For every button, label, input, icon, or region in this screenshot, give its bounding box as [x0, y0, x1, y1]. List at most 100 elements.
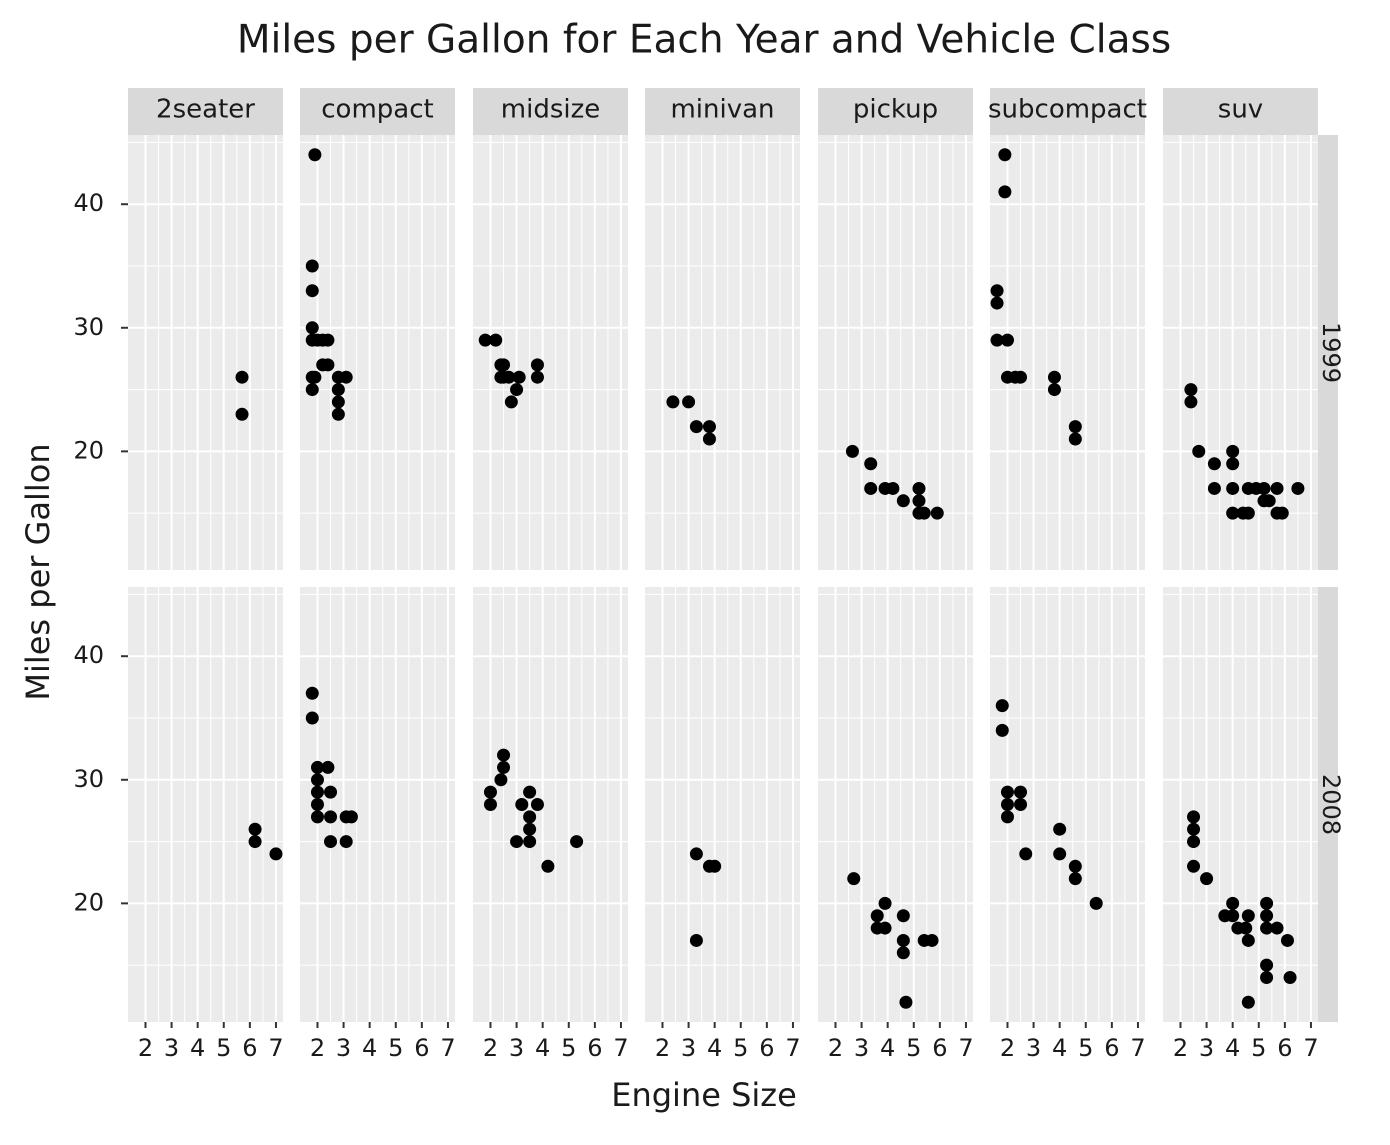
- point: [324, 810, 338, 824]
- point: [998, 148, 1012, 162]
- x-tick-label: 5: [733, 1034, 748, 1062]
- point: [235, 370, 249, 384]
- point: [1226, 506, 1240, 520]
- point: [497, 358, 511, 372]
- point: [530, 370, 544, 384]
- strip: [818, 88, 973, 135]
- point: [896, 494, 910, 508]
- point: [666, 395, 680, 409]
- point: [1047, 383, 1061, 397]
- x-tick-label: 5: [388, 1034, 403, 1062]
- point: [494, 773, 508, 787]
- point: [1187, 810, 1201, 824]
- strip-label: subcompact: [988, 95, 1147, 125]
- point: [497, 370, 511, 384]
- point: [310, 773, 324, 787]
- point: [702, 420, 716, 434]
- panel-background: [300, 587, 455, 1022]
- point: [990, 296, 1004, 310]
- panel-background: [128, 135, 283, 570]
- point: [308, 148, 322, 162]
- point: [515, 798, 529, 811]
- x-tick-label: 7: [1130, 1034, 1145, 1062]
- point: [523, 810, 537, 824]
- x-tick-label: 3: [1026, 1034, 1041, 1062]
- point: [305, 383, 319, 397]
- panel-background: [1163, 135, 1318, 570]
- point: [1260, 896, 1274, 910]
- point: [305, 284, 319, 298]
- point: [1000, 810, 1014, 824]
- point: [235, 407, 249, 421]
- x-tick-label: 3: [509, 1034, 524, 1062]
- point: [269, 847, 283, 861]
- point: [1184, 395, 1198, 409]
- point: [1270, 921, 1284, 935]
- strip: [1163, 88, 1318, 135]
- point: [917, 506, 931, 520]
- x-tick-label: 6: [414, 1034, 429, 1062]
- point: [504, 395, 518, 409]
- point: [324, 835, 338, 849]
- point: [331, 395, 345, 409]
- y-tick-label: 30: [73, 765, 104, 793]
- point: [682, 395, 696, 409]
- point: [523, 785, 537, 799]
- x-tick-label: 6: [1104, 1034, 1119, 1062]
- point: [310, 760, 324, 774]
- point: [308, 370, 322, 384]
- point: [1053, 822, 1067, 836]
- strip-label: minivan: [670, 95, 774, 125]
- point: [483, 798, 497, 811]
- point: [1000, 785, 1014, 799]
- x-tick-label: 7: [440, 1034, 455, 1062]
- point: [995, 723, 1009, 737]
- point: [324, 785, 338, 799]
- point: [1000, 333, 1014, 347]
- point: [1019, 847, 1033, 861]
- point: [870, 909, 884, 923]
- y-tick-label: 30: [73, 313, 104, 341]
- x-tick-label: 5: [906, 1034, 921, 1062]
- x-tick-label: 7: [958, 1034, 973, 1062]
- strip: [1318, 135, 1338, 570]
- strip-label: midsize: [501, 95, 600, 125]
- strip: [473, 88, 628, 135]
- x-tick-label: 6: [242, 1034, 257, 1062]
- strip-label: compact: [321, 95, 433, 125]
- x-tick-label: 5: [1078, 1034, 1093, 1062]
- point: [1226, 457, 1240, 471]
- y-tick-label: 40: [73, 189, 104, 217]
- point: [510, 383, 524, 397]
- y-axis-label: Miles per Gallon: [19, 443, 57, 700]
- point: [1068, 432, 1082, 446]
- panel-background: [473, 587, 628, 1022]
- x-tick-label: 2: [483, 1034, 498, 1062]
- point: [1280, 933, 1294, 947]
- x-tick-label: 6: [1277, 1034, 1292, 1062]
- point: [1089, 896, 1103, 910]
- strip-label: 1999: [1317, 322, 1345, 383]
- x-tick-label: 4: [190, 1034, 205, 1062]
- panel-background: [990, 135, 1145, 570]
- point: [339, 370, 353, 384]
- point: [1207, 481, 1221, 495]
- strip-label: 2seater: [156, 95, 255, 125]
- point: [925, 933, 939, 947]
- point: [1226, 909, 1240, 923]
- point: [305, 259, 319, 273]
- x-tick-label: 2: [310, 1034, 325, 1062]
- point: [896, 933, 910, 947]
- x-tick-label: 5: [561, 1034, 576, 1062]
- point: [845, 444, 859, 458]
- point: [1014, 785, 1028, 799]
- point: [1260, 958, 1274, 972]
- x-axis-label: Engine Size: [611, 1076, 797, 1114]
- x-tick-label: 2: [828, 1034, 843, 1062]
- point: [1192, 444, 1206, 458]
- x-tick-label: 3: [681, 1034, 696, 1062]
- point: [248, 822, 262, 836]
- strip: [1318, 587, 1338, 1022]
- panel-background: [473, 135, 628, 570]
